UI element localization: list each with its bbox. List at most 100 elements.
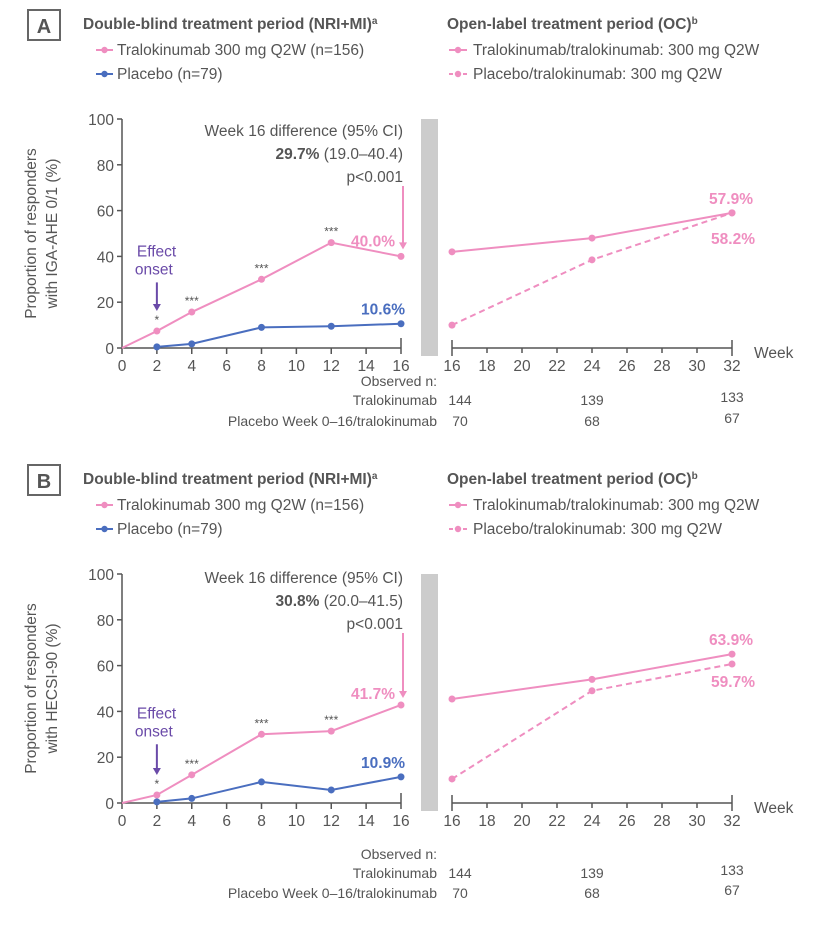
x-tick-label: 0 bbox=[118, 813, 127, 830]
tralokinumab-point bbox=[397, 252, 405, 260]
x-tick-label: 4 bbox=[187, 813, 196, 830]
placebo-tralo-point bbox=[448, 775, 456, 783]
observed-n-value: 70 bbox=[452, 885, 468, 901]
legend-label: Placebo (n=79) bbox=[117, 521, 223, 538]
observed-n-row-label: Tralokinumab bbox=[353, 392, 438, 408]
double-blind-title: Double-blind treatment period (NRI+MI)a bbox=[83, 16, 378, 34]
placebo-week16-value: 10.6% bbox=[361, 302, 405, 319]
x-tick-label: 30 bbox=[688, 358, 706, 375]
legend-label: Placebo/tralokinumab: 300 mg Q2W bbox=[473, 521, 722, 538]
x-tick-label: 16 bbox=[392, 358, 409, 375]
legend-marker bbox=[101, 46, 108, 54]
placebo-tralo-point bbox=[448, 321, 456, 329]
tralo-tralo-point bbox=[588, 675, 596, 683]
week16-difference-value: 29.7% (19.0–40.4) bbox=[275, 146, 403, 163]
y-tick-label: 20 bbox=[97, 295, 115, 312]
open-label-title: Open-label treatment period (OC)b bbox=[447, 471, 698, 489]
period-separator bbox=[421, 574, 438, 811]
tralokinumab-point bbox=[258, 275, 265, 283]
y-tick-label: 0 bbox=[105, 796, 114, 813]
placebo-point bbox=[153, 798, 161, 806]
footnote-a: a bbox=[372, 16, 378, 27]
legend-marker bbox=[101, 525, 108, 533]
tralokinumab-point bbox=[327, 239, 335, 247]
x-tick-label: 10 bbox=[288, 358, 306, 375]
x-tick-label: 18 bbox=[478, 813, 495, 830]
placebo-point bbox=[397, 320, 405, 328]
x-tick-label: 26 bbox=[618, 358, 635, 375]
placebo-point bbox=[188, 340, 196, 348]
x-tick-label: 32 bbox=[723, 358, 740, 375]
significance-marker: *** bbox=[185, 294, 199, 308]
y-tick-label: 20 bbox=[97, 750, 115, 767]
placebo-tralo-point bbox=[728, 209, 736, 217]
x-tick-label: 14 bbox=[358, 813, 376, 830]
observed-n-value: 68 bbox=[584, 413, 600, 429]
x-tick-label: 24 bbox=[583, 358, 601, 375]
legend-label: Tralokinumab/tralokinumab: 300 mg Q2W bbox=[473, 42, 760, 59]
observed-n-row-label: Placebo Week 0–16/tralokinumab bbox=[228, 413, 437, 429]
significance-marker: *** bbox=[324, 713, 338, 727]
x-tick-label: 28 bbox=[653, 813, 670, 830]
tralokinumab-line bbox=[121, 704, 402, 804]
footnote-b: b bbox=[692, 16, 698, 27]
placebo-point bbox=[258, 778, 265, 786]
panel-label: B bbox=[37, 471, 51, 493]
placebo-point bbox=[188, 794, 196, 802]
y-tick-label: 0 bbox=[105, 341, 114, 358]
x-tick-label: 4 bbox=[187, 358, 196, 375]
legend-label: Tralokinumab 300 mg Q2W (n=156) bbox=[117, 42, 364, 59]
observed-n-value: 68 bbox=[584, 885, 600, 901]
x-tick-label: 22 bbox=[548, 813, 565, 830]
p-value: p<0.001 bbox=[347, 169, 403, 186]
week16-difference-title: Week 16 difference (95% CI) bbox=[205, 570, 403, 587]
week16-arrowhead bbox=[399, 690, 407, 698]
effect-onset-label: onset bbox=[135, 261, 174, 278]
observed-n-value: 144 bbox=[448, 865, 472, 881]
x-tick-label: 10 bbox=[288, 813, 306, 830]
tralokinumab-point bbox=[188, 771, 196, 779]
x-tick-label: 2 bbox=[153, 813, 162, 830]
x-tick-label: 6 bbox=[222, 358, 231, 375]
observed-n-value: 133 bbox=[720, 862, 744, 878]
placebo-tralo-point bbox=[588, 256, 596, 264]
observed-n-value: 139 bbox=[580, 392, 604, 408]
x-tick-label: 8 bbox=[257, 358, 266, 375]
x-tick-label: 20 bbox=[513, 813, 531, 830]
difference-ci: (20.0–41.5) bbox=[319, 593, 403, 610]
x-tick-label: 12 bbox=[323, 358, 340, 375]
x-tick-label: 2 bbox=[153, 358, 162, 375]
y-tick-label: 100 bbox=[88, 112, 114, 129]
open-label-title: Open-label treatment period (OC)b bbox=[447, 16, 698, 34]
tralo-tralo-week32-value: 63.9% bbox=[709, 632, 753, 649]
y-tick-label: 40 bbox=[97, 704, 115, 721]
x-tick-label: 8 bbox=[257, 813, 266, 830]
placebo-point bbox=[258, 323, 265, 331]
effect-onset-label: Effect bbox=[137, 243, 177, 260]
significance-marker: * bbox=[155, 777, 160, 791]
x-tick-label: 16 bbox=[392, 813, 409, 830]
significance-marker: * bbox=[155, 313, 160, 327]
y-tick-label: 60 bbox=[97, 204, 115, 221]
x-axis-label: Week bbox=[754, 345, 794, 362]
y-tick-label: 60 bbox=[97, 659, 115, 676]
footnote-a: a bbox=[372, 471, 378, 482]
x-tick-label: 28 bbox=[653, 358, 670, 375]
tralokinumab-point bbox=[327, 727, 335, 735]
x-tick-label: 16 bbox=[443, 813, 460, 830]
panel-a: A Double-blind treatment period (NRI+MI)a… bbox=[23, 9, 794, 429]
observed-n-value: 70 bbox=[452, 413, 468, 429]
tralokinumab-week16-value: 40.0% bbox=[351, 234, 395, 251]
legend-marker bbox=[454, 70, 462, 78]
significance-marker: *** bbox=[254, 716, 268, 730]
tralo-tralo-week32-value: 57.9% bbox=[709, 191, 753, 208]
tralokinumab-point bbox=[258, 730, 265, 738]
tralokinumab-week16-value: 41.7% bbox=[351, 686, 395, 703]
observed-n-title: Observed n: bbox=[361, 373, 437, 389]
y-axis-label: with IGA-AHE 0/1 (%) bbox=[44, 159, 61, 310]
week16-arrowhead bbox=[399, 242, 407, 250]
placebo-point bbox=[153, 343, 161, 351]
placebo-tralo-point bbox=[728, 660, 736, 668]
y-tick-label: 100 bbox=[88, 567, 114, 584]
